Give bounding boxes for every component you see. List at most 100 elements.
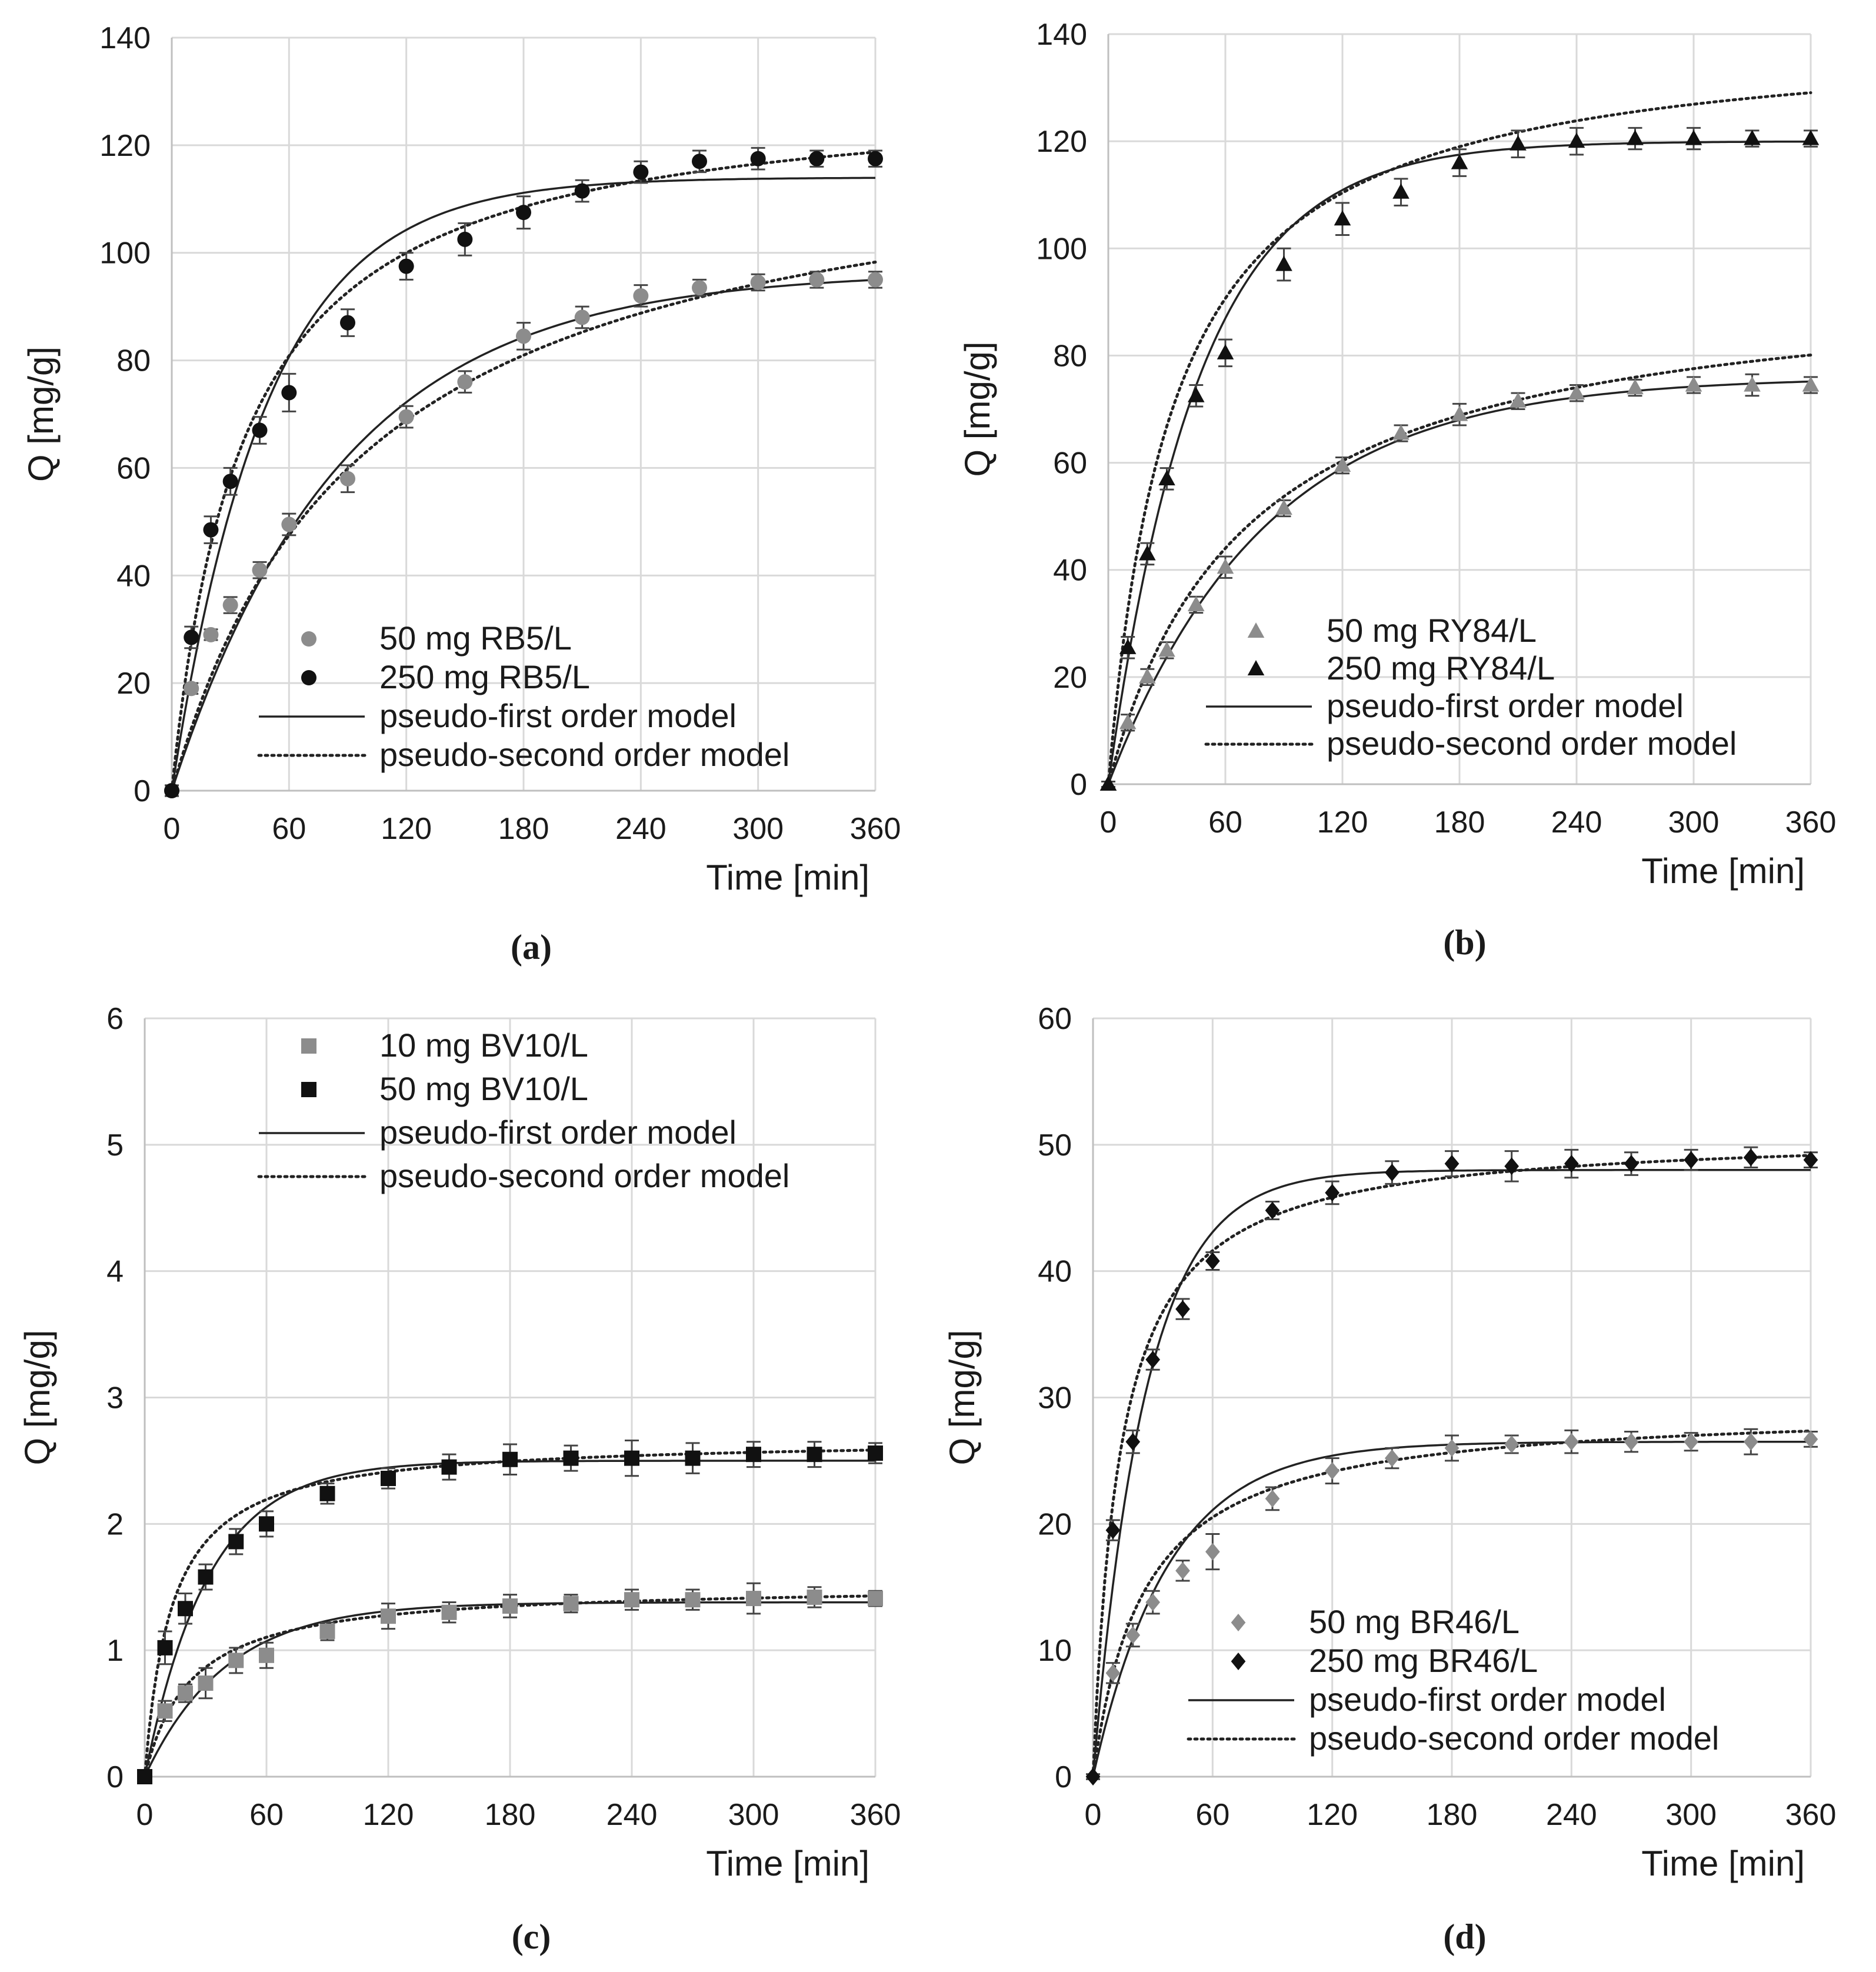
x-tick-label: 0 [1085, 1798, 1102, 1832]
y-tick-label: 40 [1053, 554, 1087, 588]
data-point [1392, 424, 1410, 440]
data-point [1802, 129, 1820, 145]
x-tick-label: 60 [1208, 805, 1242, 840]
data-point [1205, 1543, 1220, 1561]
x-tick-label: 180 [498, 812, 549, 846]
chart-panel-b: 0 60 120 180 240 300 360 0 20 40 60 80 100 120 140 Time… [958, 18, 1836, 962]
chart-panel-c: 0 60 120 180 240 300 360 0 1 2 3 4 5 6 Time [min] Q [mg… [18, 1002, 901, 1956]
y-tick-label: 60 [1038, 1002, 1072, 1036]
data-point [516, 205, 531, 221]
x-axis-title: Time [min] [706, 1844, 869, 1883]
legend-marker [1231, 1614, 1246, 1631]
x-tick-label: 300 [732, 812, 784, 846]
x-tick-label: 120 [363, 1798, 414, 1832]
x-tick-label: 60 [249, 1798, 284, 1832]
x-axis-title: Time [min] [1641, 1844, 1805, 1883]
y-tick-label: 6 [106, 1002, 124, 1036]
legend-label: pseudo-first order model [1327, 687, 1684, 724]
y-tick-label: 40 [1038, 1255, 1072, 1289]
panel-label: (d) [1443, 1917, 1486, 1956]
data-point [1099, 775, 1117, 791]
data-point [203, 627, 219, 642]
data-point [1444, 1439, 1460, 1457]
x-tick-label: 180 [485, 1798, 536, 1832]
y-tick-label: 20 [116, 667, 151, 701]
data-point [1119, 714, 1137, 729]
data-point [746, 1447, 761, 1463]
data-point [1217, 344, 1234, 359]
data-point [228, 1653, 244, 1668]
data-point [198, 1675, 214, 1691]
data-point [1802, 376, 1820, 392]
data-point [1119, 638, 1137, 654]
chart-panel-d: 0 60 120 180 240 300 360 0 10 20 30 40 50 60 Time [min… [942, 1002, 1836, 1956]
x-tick-label: 240 [1551, 805, 1602, 840]
x-tick-label: 120 [1317, 805, 1368, 840]
y-tick-label: 20 [1038, 1507, 1072, 1541]
y-tick-label: 50 [1038, 1128, 1072, 1162]
data-point [1105, 1521, 1121, 1540]
data-point [203, 522, 219, 538]
data-point [868, 1591, 883, 1607]
data-point [252, 562, 268, 578]
x-tick-label: 240 [607, 1798, 658, 1832]
y-tick-label: 80 [1053, 339, 1087, 373]
legend-label: pseudo-second order model [379, 736, 789, 773]
data-point [319, 1485, 335, 1501]
data-point [1275, 499, 1292, 515]
y-tick-label: 140 [1036, 18, 1087, 52]
x-tick-label: 60 [272, 812, 306, 846]
y-tick-label: 4 [106, 1255, 124, 1289]
y-tick-label: 60 [1053, 447, 1087, 481]
y-axis-title: Q [mg/g] [942, 1330, 982, 1465]
data-point [1444, 1155, 1460, 1173]
data-point [1803, 1151, 1818, 1169]
y-tick-label: 0 [134, 774, 151, 808]
y-tick-label: 0 [1055, 1760, 1072, 1794]
x-axis-title: Time [min] [706, 858, 869, 897]
data-point [1624, 1155, 1639, 1173]
data-point [563, 1450, 579, 1466]
x-tick-label: 120 [381, 812, 432, 846]
data-point [1158, 469, 1175, 485]
data-point [1384, 1449, 1399, 1467]
data-point [164, 783, 179, 798]
legend-label: 50 mg RY84/L [1327, 612, 1537, 649]
data-point [633, 288, 649, 304]
legend-label: pseudo-first order model [379, 1114, 737, 1151]
data-point [624, 1592, 639, 1608]
data-point [502, 1451, 518, 1467]
legend-marker [301, 631, 316, 647]
data-point [228, 1534, 244, 1550]
data-point [1145, 1351, 1161, 1368]
y-axis-title: Q [mg/g] [958, 341, 997, 477]
y-tick-label: 0 [106, 1760, 124, 1794]
data-point [1175, 1561, 1190, 1580]
data-point [1105, 1664, 1121, 1682]
data-point [685, 1450, 701, 1466]
legend-label: 250 mg RB5/L [379, 658, 590, 695]
y-axis-title: Q [mg/g] [18, 1330, 57, 1465]
data-point [502, 1598, 518, 1614]
legend-marker [1247, 622, 1265, 638]
legend-label: 10 mg BV10/L [379, 1027, 588, 1064]
data-point [807, 1589, 822, 1605]
data-point [574, 309, 590, 325]
data-point [281, 517, 297, 532]
data-point [1158, 641, 1175, 657]
data-point [457, 374, 473, 390]
data-point [1743, 1148, 1758, 1167]
x-tick-label: 240 [615, 812, 667, 846]
x-tick-label: 360 [850, 1798, 901, 1832]
data-point [516, 328, 531, 344]
data-point [1568, 384, 1585, 400]
y-tick-label: 20 [1053, 661, 1087, 695]
y-tick-label: 140 [99, 21, 151, 55]
data-point [1685, 129, 1702, 145]
data-point [1187, 595, 1205, 611]
x-axis-title: Time [min] [1641, 851, 1805, 891]
data-point [281, 385, 297, 401]
data-point [319, 1623, 335, 1639]
